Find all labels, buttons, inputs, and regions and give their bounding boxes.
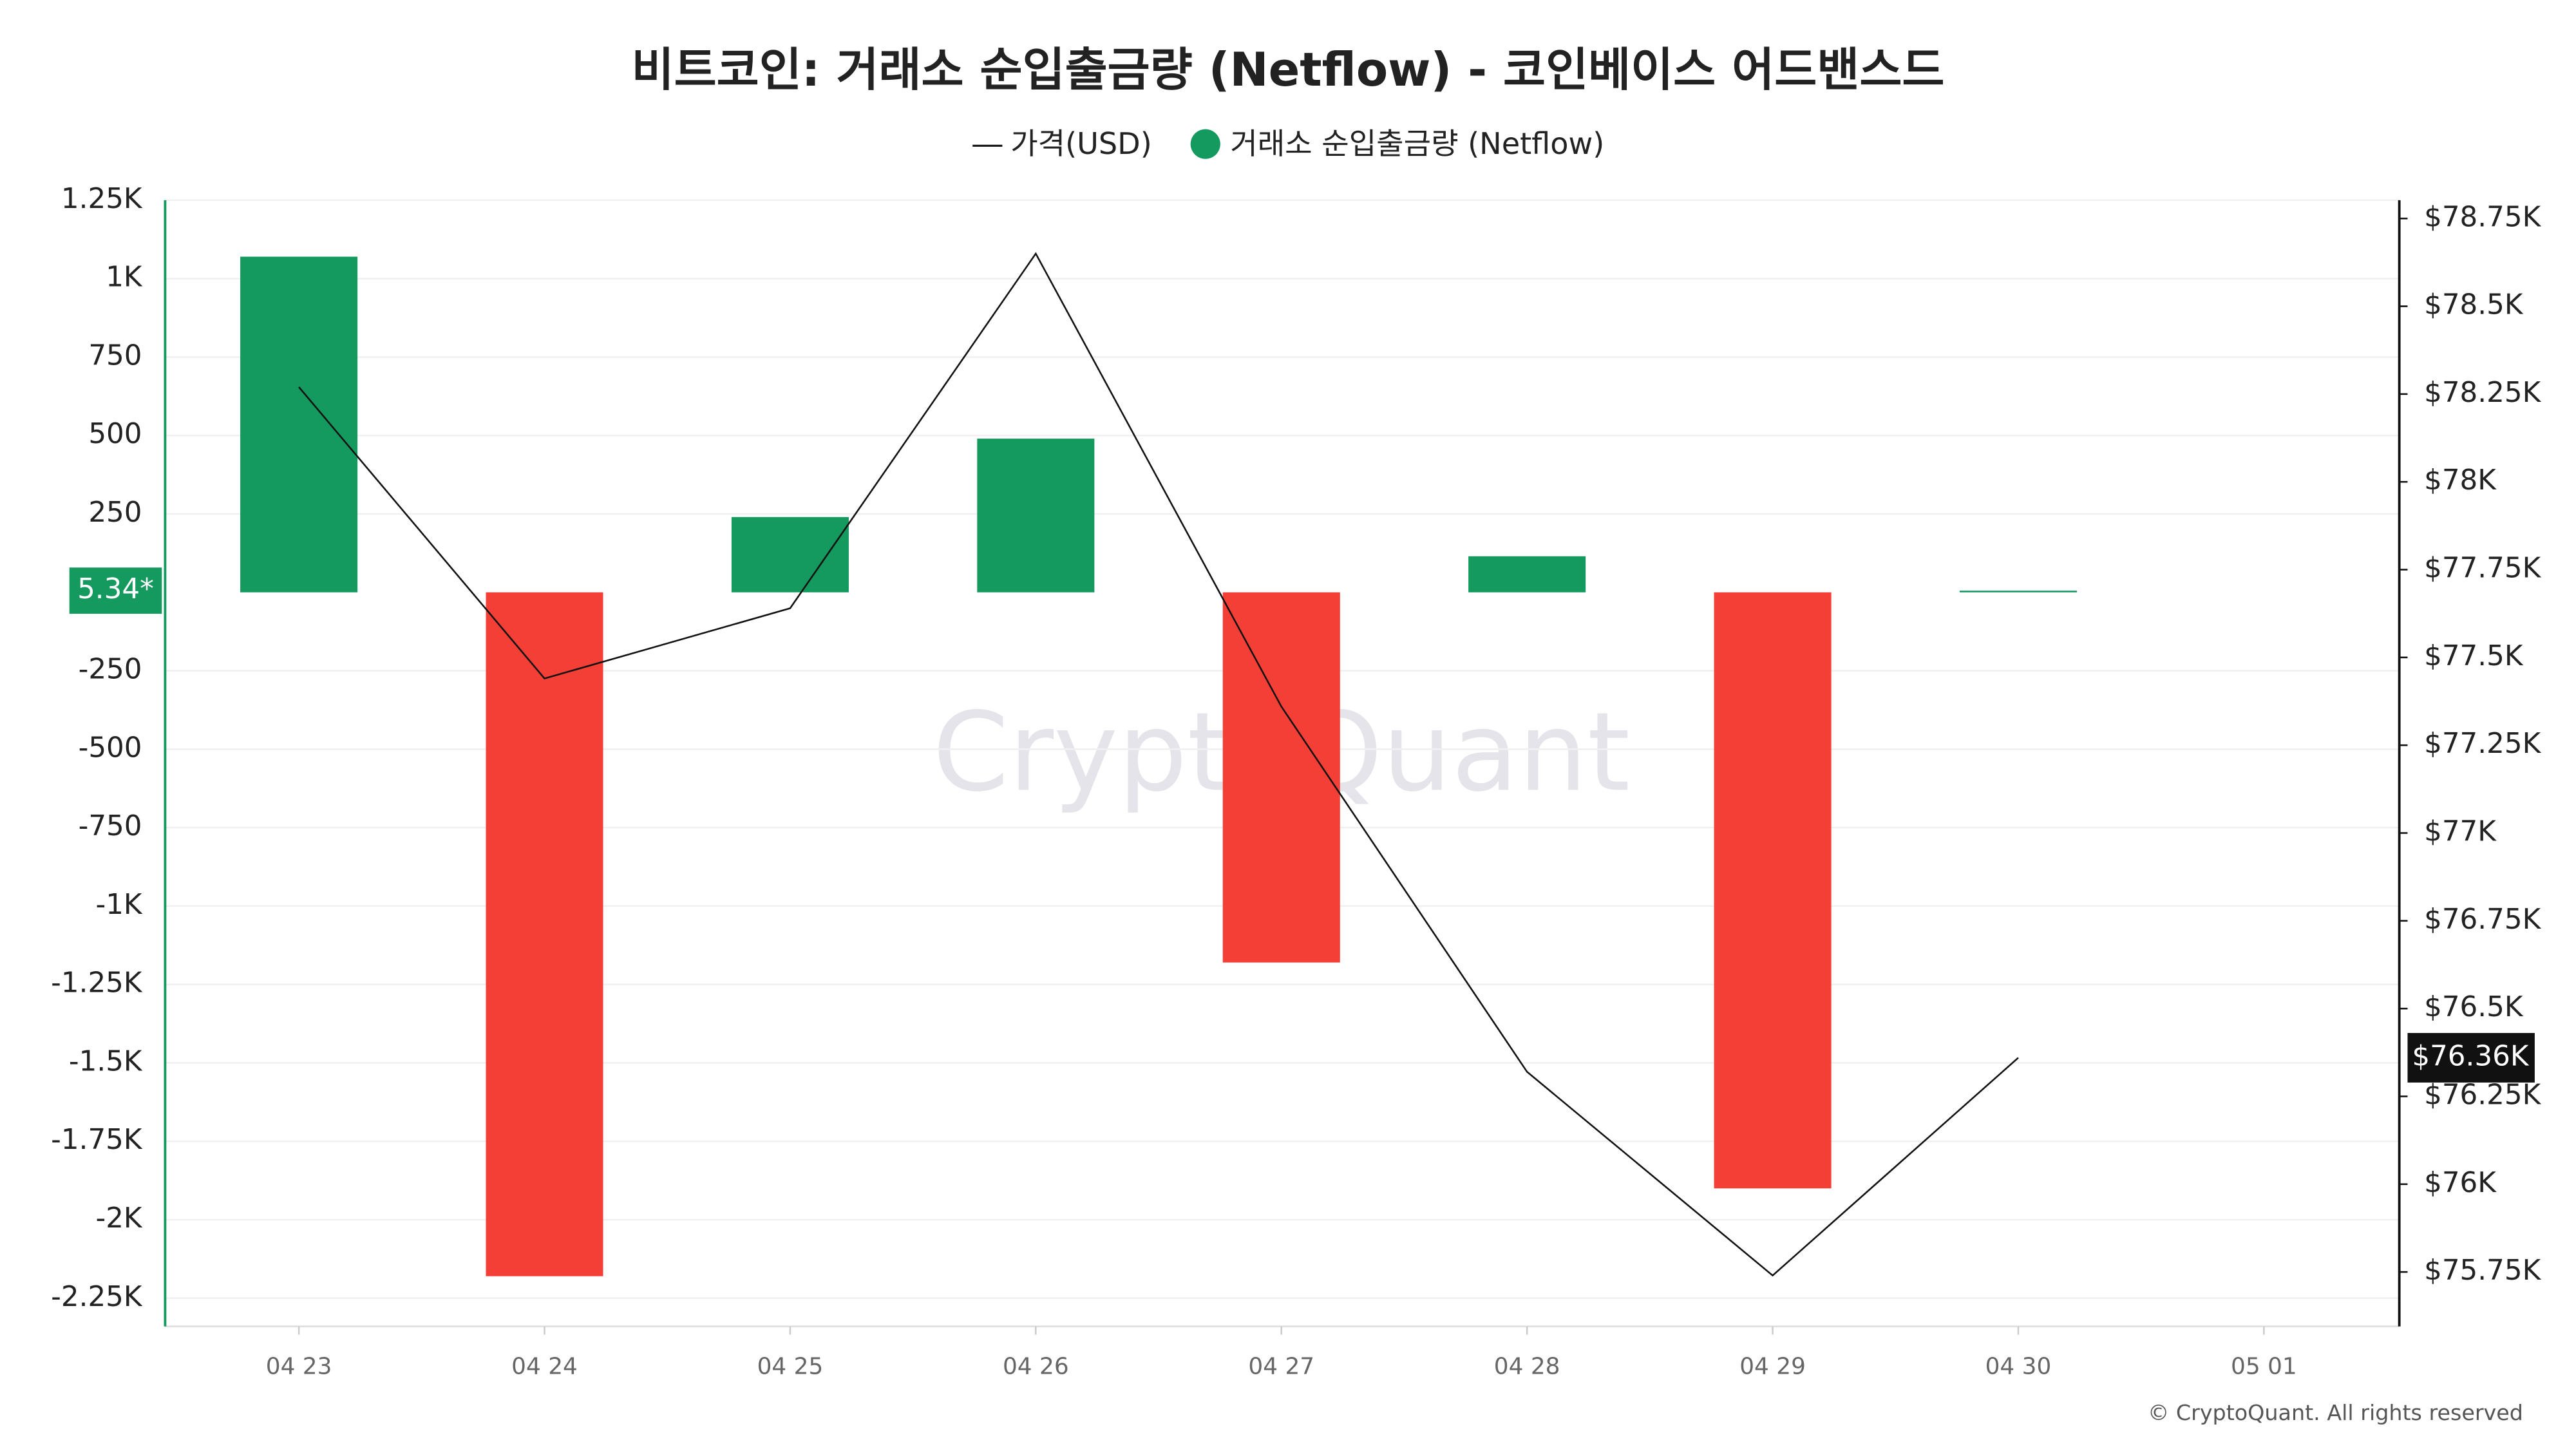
y2-tick-label: $77.5K: [2424, 640, 2524, 672]
y-tick-label: -2.25K: [51, 1281, 143, 1313]
y-tick-label: 750: [88, 339, 142, 372]
y-tick-label: -1.5K: [69, 1045, 143, 1077]
x-tick-label: 04 24: [511, 1354, 578, 1380]
value-label: 5.34*: [77, 573, 154, 605]
bar: [1714, 592, 1832, 1189]
legend-bar-symbol: [1190, 129, 1220, 159]
y-tick-label: -2K: [95, 1202, 142, 1235]
y2-tick-label: $75.75K: [2424, 1255, 2541, 1287]
x-tick-label: 04 25: [757, 1354, 824, 1380]
y2-tick-label: $78.5K: [2424, 289, 2524, 321]
x-tick-label: 04 26: [1003, 1354, 1069, 1380]
chart-title: 비트코인: 거래소 순입출금량 (Netflow) - 코인베이스 어드밴스드: [632, 43, 1945, 97]
x-tick-label: 04 28: [1494, 1354, 1560, 1380]
y-tick-label: 250: [88, 497, 142, 529]
bar: [486, 592, 603, 1276]
y-tick-label: 1K: [106, 261, 143, 294]
y2-tick-label: $77.75K: [2424, 553, 2541, 585]
x-tick-label: 04 27: [1248, 1354, 1314, 1380]
y-tick-label: -1.25K: [51, 967, 143, 999]
footer: © CryptoQuant. All rights reserved: [2148, 1400, 2523, 1425]
x-tick-label: 04 30: [1985, 1354, 2052, 1380]
x-tick-label: 04 29: [1739, 1354, 1806, 1380]
y-tick-label: -750: [79, 810, 142, 842]
y2-tick-label: $77.25K: [2424, 728, 2541, 760]
bar: [1959, 591, 2077, 592]
price-line: [298, 252, 2019, 1277]
x-tick-label: 05 01: [2231, 1354, 2297, 1380]
bar: [977, 439, 1095, 592]
y2-tick-label: $76.75K: [2424, 904, 2541, 936]
y2-tick-label: $77K: [2424, 815, 2497, 848]
y-tick-label: 500: [88, 418, 142, 450]
legend-label: 거래소 순입출금량 (Netflow): [1230, 126, 1604, 161]
y-tick-label: -250: [79, 654, 142, 686]
y2-tick-label: $78.75K: [2424, 201, 2541, 233]
y2-tick-label: $78K: [2424, 464, 2497, 497]
y-tick-label: -500: [79, 732, 142, 764]
y2-tick-label: $76.25K: [2424, 1079, 2541, 1111]
bar: [731, 516, 849, 592]
value-badge: [69, 567, 162, 614]
y2-tick-label: $76.5K: [2424, 991, 2524, 1023]
bar: [240, 256, 358, 592]
y-tick-label: -1.75K: [51, 1124, 143, 1156]
x-tick-label: 04 23: [266, 1354, 332, 1380]
y2-tick-label: $76K: [2424, 1167, 2497, 1199]
y-tick-label: -1K: [95, 889, 142, 921]
bar: [1222, 592, 1340, 963]
y2-tick-label: $78.25K: [2424, 377, 2541, 409]
value-badge: [2407, 1033, 2535, 1083]
y-tick-label: 1.25K: [61, 183, 143, 215]
legend-label: 가격(USD): [1010, 126, 1152, 161]
value-label: $76.36K: [2412, 1040, 2529, 1072]
bar: [1468, 556, 1586, 592]
